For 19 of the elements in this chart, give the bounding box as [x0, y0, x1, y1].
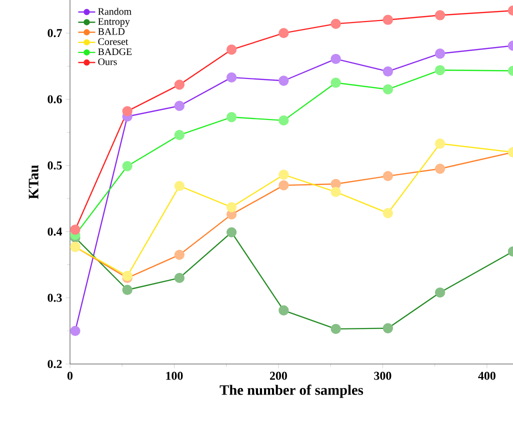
y-tick-label: 0.6: [48, 95, 62, 104]
y-tick-label: 0.4: [48, 228, 62, 236]
x-tick-label: 300: [374, 372, 392, 380]
y-tick-label: 0.3: [48, 294, 62, 302]
legend-label: Ours: [98, 58, 117, 66]
y-tick-label: 0.7: [48, 29, 62, 38]
legend-label: Coreset: [98, 38, 128, 45]
legend-label: Entropy: [98, 18, 130, 27]
x-tick-label: 100: [166, 372, 183, 380]
legend-label: Random: [98, 8, 132, 15]
y-tick-label: 0.2: [48, 360, 62, 368]
y-axis-title: KTau: [28, 165, 38, 200]
x-axis-title: The number of samples: [220, 384, 364, 398]
x-tick-label: 0: [67, 372, 73, 380]
x-tick-label: 400: [478, 372, 496, 380]
x-tick-label: 200: [270, 372, 287, 380]
legend-label: BADGE: [98, 48, 132, 56]
y-tick-label: 0.5: [48, 161, 62, 170]
legend-label: BALD: [98, 28, 125, 35]
